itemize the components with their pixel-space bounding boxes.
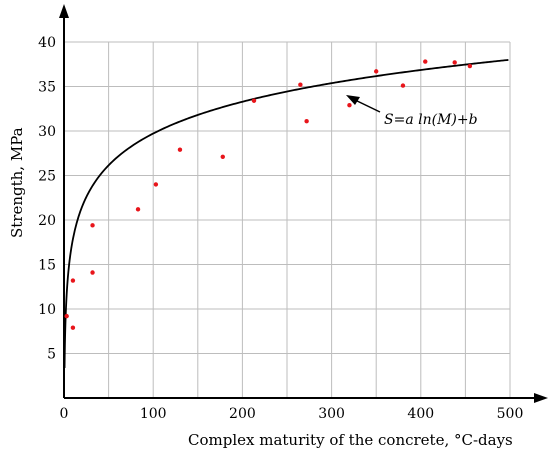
data-point: [90, 223, 95, 228]
data-point: [347, 102, 352, 108]
data-point: [135, 207, 141, 212]
data-point: [423, 59, 428, 64]
y-tick-label: 15: [38, 258, 56, 274]
data-point: [64, 313, 69, 319]
x-tick-label: 0: [60, 406, 69, 422]
data-point: [304, 119, 309, 124]
y-tick-label: 5: [47, 347, 56, 363]
data-point: [298, 82, 303, 87]
data-point: [177, 147, 183, 152]
grid: [64, 41, 511, 398]
y-tick-label: 35: [38, 80, 56, 96]
y-tick-label: 10: [38, 302, 56, 318]
data-point: [374, 69, 379, 74]
x-axis-title: Complex maturity of the concrete, °C-day…: [188, 431, 513, 449]
data-point: [251, 98, 257, 103]
y-tick-label: 30: [38, 124, 56, 140]
data-point: [467, 63, 473, 69]
fit-curve: [63, 59, 509, 369]
y-axis-arrow: [59, 4, 69, 18]
data-point: [220, 154, 225, 160]
axes: [59, 4, 548, 403]
fit-annotation: S=a ln(M)+b: [346, 95, 478, 128]
y-tick-label: 25: [38, 169, 56, 185]
annotation-arrow-line: [352, 98, 381, 113]
data-points: [64, 59, 473, 330]
x-tick-label: 100: [140, 406, 167, 422]
data-point: [400, 83, 406, 88]
data-point: [90, 270, 95, 275]
x-tick-label: 400: [407, 406, 434, 422]
data-point: [70, 278, 76, 283]
data-point: [153, 182, 159, 187]
x-tick-label: 500: [497, 406, 524, 422]
x-tick-label: 300: [318, 406, 345, 422]
y-tick-label: 20: [38, 213, 56, 229]
tick-labels: 0 100 200 300 400 500 5 10 15 20 25 30 35 40: [38, 35, 523, 422]
annotation-label: S=a ln(M)+b: [384, 112, 478, 128]
x-tick-label: 200: [229, 406, 256, 422]
annotation-arrow-head: [346, 95, 360, 105]
data-point: [452, 60, 457, 65]
x-axis-arrow: [534, 393, 548, 403]
y-axis-title: Strength, MPa: [8, 127, 26, 238]
y-tick-label: 40: [38, 35, 56, 51]
data-point: [70, 325, 76, 330]
